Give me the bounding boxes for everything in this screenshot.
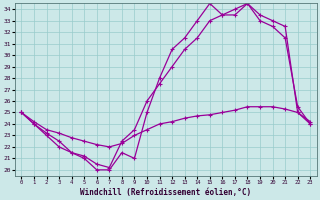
- X-axis label: Windchill (Refroidissement éolien,°C): Windchill (Refroidissement éolien,°C): [80, 188, 252, 197]
